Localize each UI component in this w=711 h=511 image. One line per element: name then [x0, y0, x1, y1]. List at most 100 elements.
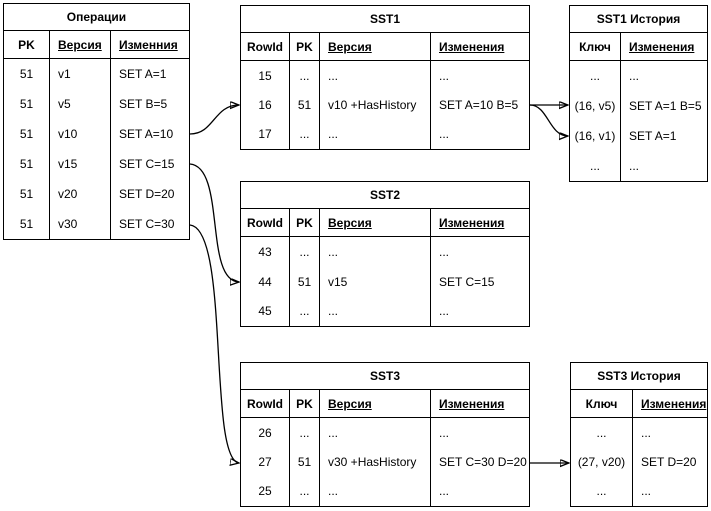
table-row: 17 ... ... ...	[241, 119, 529, 149]
column-header-changes: Изменения	[629, 39, 695, 54]
table-row: 26 ... ... ...	[241, 418, 529, 448]
cell-version: v15	[320, 266, 431, 297]
table-row: 51 v10 SET A=10	[4, 119, 189, 149]
cell-pk: 51	[4, 149, 50, 179]
cell-rowid: 44	[241, 266, 290, 297]
cell-pk: 51	[4, 89, 50, 119]
cell-changes: SET A=1	[629, 129, 677, 143]
cell-changes: ...	[439, 425, 450, 440]
cell-changes: ...	[439, 68, 450, 83]
cell-pk: ...	[290, 237, 320, 267]
table-row: 51 v30 SET C=30	[4, 209, 189, 239]
column-header-changes: Изменения	[641, 396, 707, 411]
cell-pk: 51	[290, 266, 320, 297]
cell-changes: ...	[641, 484, 652, 499]
table-row: 25 ... ... ...	[241, 476, 529, 506]
table-sst1-history-title: SST1 История	[570, 6, 707, 33]
cell-rowid: 45	[241, 296, 290, 327]
cell-version: v10 +HasHistory	[320, 90, 431, 120]
table-row: 51 v20 SET D=20	[4, 179, 189, 209]
column-header-changes: Изменения	[439, 215, 505, 230]
cell-rowid: 17	[241, 119, 290, 149]
table-operations: Операции PK Версия Изменния 51 v1 SET A=…	[3, 3, 190, 240]
cell-rowid: 16	[241, 90, 290, 120]
table-row: 51 v1 SET A=1	[4, 59, 189, 89]
column-header-rowid: RowId	[241, 209, 290, 236]
cell-rowid: 26	[241, 418, 290, 448]
cell-rowid: 25	[241, 476, 290, 506]
cell-rowid: 15	[241, 61, 290, 91]
cell-pk: 51	[290, 90, 320, 120]
cell-key: (16, v5)	[570, 91, 621, 121]
table-row: 51 v15 SET C=15	[4, 149, 189, 179]
column-header-pk: PK	[290, 390, 320, 417]
cell-pk: 51	[4, 179, 50, 209]
table-sst2-body: 43 ... ... ... 44 51 v15 SET C=15 45 ...…	[241, 237, 529, 327]
cell-changes: SET C=15	[439, 274, 495, 289]
column-header-pk: PK	[290, 209, 320, 236]
column-header-version: Версия	[50, 31, 111, 58]
table-sst3: SST3 RowId PK Версия Изменения 26 ... ..…	[240, 362, 530, 507]
cell-key: (27, v20)	[571, 447, 633, 477]
cell-changes: SET A=10	[119, 127, 174, 141]
table-row: (16, v1) SET A=1	[570, 121, 707, 151]
table-sst3-history: SST3 История Ключ Изменения ... ... (27,…	[570, 362, 708, 507]
cell-changes: SET D=20	[119, 187, 175, 201]
table-row: 16 51 v10 +HasHistory SET A=10 B=5	[241, 90, 529, 120]
cell-changes: SET C=30	[119, 217, 175, 231]
cell-version: v10	[50, 119, 111, 149]
cell-pk: ...	[290, 418, 320, 448]
cell-changes: ...	[439, 244, 450, 259]
cell-pk: ...	[290, 476, 320, 506]
cell-pk: ...	[290, 61, 320, 91]
table-operations-title: Операции	[4, 4, 189, 31]
cell-version: ...	[320, 119, 431, 149]
cell-changes: ...	[439, 484, 450, 499]
column-header-version: Версия	[320, 209, 431, 236]
cell-changes: SET A=1	[119, 67, 167, 81]
cell-version: ...	[320, 61, 431, 91]
cell-changes: ...	[629, 159, 640, 173]
cell-changes: ...	[629, 69, 640, 83]
table-sst1-header-row: RowId PK Версия Изменения	[241, 33, 529, 61]
table-sst1-title: SST1	[241, 6, 529, 33]
cell-version: v15	[50, 149, 111, 179]
table-sst3-history-body: ... ... (27, v20) SET D=20 ... ...	[571, 418, 707, 506]
cell-changes: SET C=15	[119, 157, 175, 171]
table-row: (16, v5) SET A=1 B=5	[570, 91, 707, 121]
table-row: ... ...	[571, 476, 707, 506]
column-header-key: Ключ	[571, 390, 633, 417]
cell-key: (16, v1)	[570, 121, 621, 151]
table-row: ... ...	[571, 418, 707, 448]
cell-key: ...	[570, 151, 621, 181]
table-sst1-history: SST1 История Ключ Изменения ... ... (16,…	[569, 5, 708, 182]
column-header-version: Версия	[320, 390, 431, 417]
table-row: (27, v20) SET D=20	[571, 447, 707, 477]
arrow-operations-v15-to-sst2-row44	[189, 163, 239, 282]
cell-pk: ...	[290, 119, 320, 149]
cell-changes: SET A=1 B=5	[629, 99, 702, 113]
cell-changes: ...	[439, 127, 450, 142]
cell-version: ...	[320, 296, 431, 327]
cell-changes: ...	[641, 425, 652, 440]
table-row: ... ...	[570, 151, 707, 181]
cell-version: ...	[320, 237, 431, 267]
cell-key: ...	[570, 61, 621, 91]
column-header-pk: PK	[290, 33, 320, 60]
cell-key: ...	[571, 476, 633, 506]
table-row: 27 51 v30 +HasHistory SET C=30 D=20	[241, 447, 529, 477]
column-header-changes: Изменения	[439, 396, 505, 411]
arrow-operations-v10-to-sst1-row16	[189, 105, 239, 135]
column-header-rowid: RowId	[241, 33, 290, 60]
column-header-key: Ключ	[570, 33, 621, 60]
arrow-operations-v30-to-sst3-row27	[189, 224, 239, 463]
cell-changes: SET A=10 B=5	[439, 97, 519, 112]
table-row: 51 v5 SET B=5	[4, 89, 189, 119]
table-sst3-history-title: SST3 История	[571, 363, 707, 390]
column-header-version: Версия	[320, 33, 431, 60]
table-operations-body: 51 v1 SET A=1 51 v5 SET B=5 51 v10 SET A…	[4, 59, 189, 239]
table-sst2-title: SST2	[241, 182, 529, 209]
cell-version: ...	[320, 418, 431, 448]
table-sst2-header-row: RowId PK Версия Изменения	[241, 209, 529, 237]
